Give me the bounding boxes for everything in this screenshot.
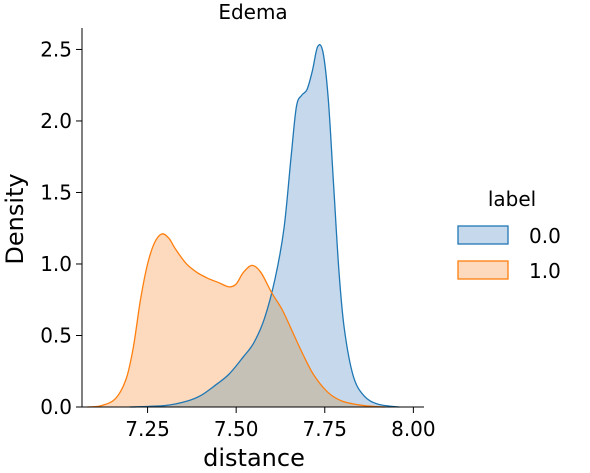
x-tick-label: 7.50 [214, 417, 259, 441]
chart-title: Edema [218, 0, 287, 24]
y-tick-label: 0.0 [40, 395, 72, 419]
y-tick-label: 0.5 [40, 323, 72, 347]
y-tick-label: 2.0 [40, 109, 72, 133]
overlap-region [87, 44, 400, 408]
x-tick-label: 8.00 [391, 417, 436, 441]
y-axis-label: Density [1, 173, 29, 264]
legend-title: label [488, 187, 536, 211]
plot-area [87, 44, 400, 407]
legend-swatch-2 [457, 260, 509, 280]
legend-label-1: 0.0 [529, 224, 561, 248]
legend: label 0.01.0 [457, 187, 561, 283]
x-tick-label: 7.25 [125, 417, 170, 441]
legend-items: 0.01.0 [457, 224, 561, 283]
density-area-1 [129, 44, 400, 407]
density-area-2 [87, 233, 386, 407]
legend-swatch-1 [457, 225, 509, 245]
y-tick-label: 1.0 [40, 252, 72, 276]
axes [81, 28, 424, 408]
ticks: 7.25 7.50 7.75 8.00 0.0 0.5 1.0 1.5 2.0 2.5 [40, 37, 435, 441]
density-line-2 [87, 233, 386, 408]
density-line-1 [129, 44, 400, 408]
legend-label-2: 1.0 [529, 259, 561, 283]
y-tick-label: 2.5 [40, 37, 72, 61]
overlap-area [129, 292, 386, 407]
x-axis-label: distance [203, 444, 305, 472]
y-tick-label: 1.5 [40, 180, 72, 204]
x-tick-label: 7.75 [303, 417, 348, 441]
